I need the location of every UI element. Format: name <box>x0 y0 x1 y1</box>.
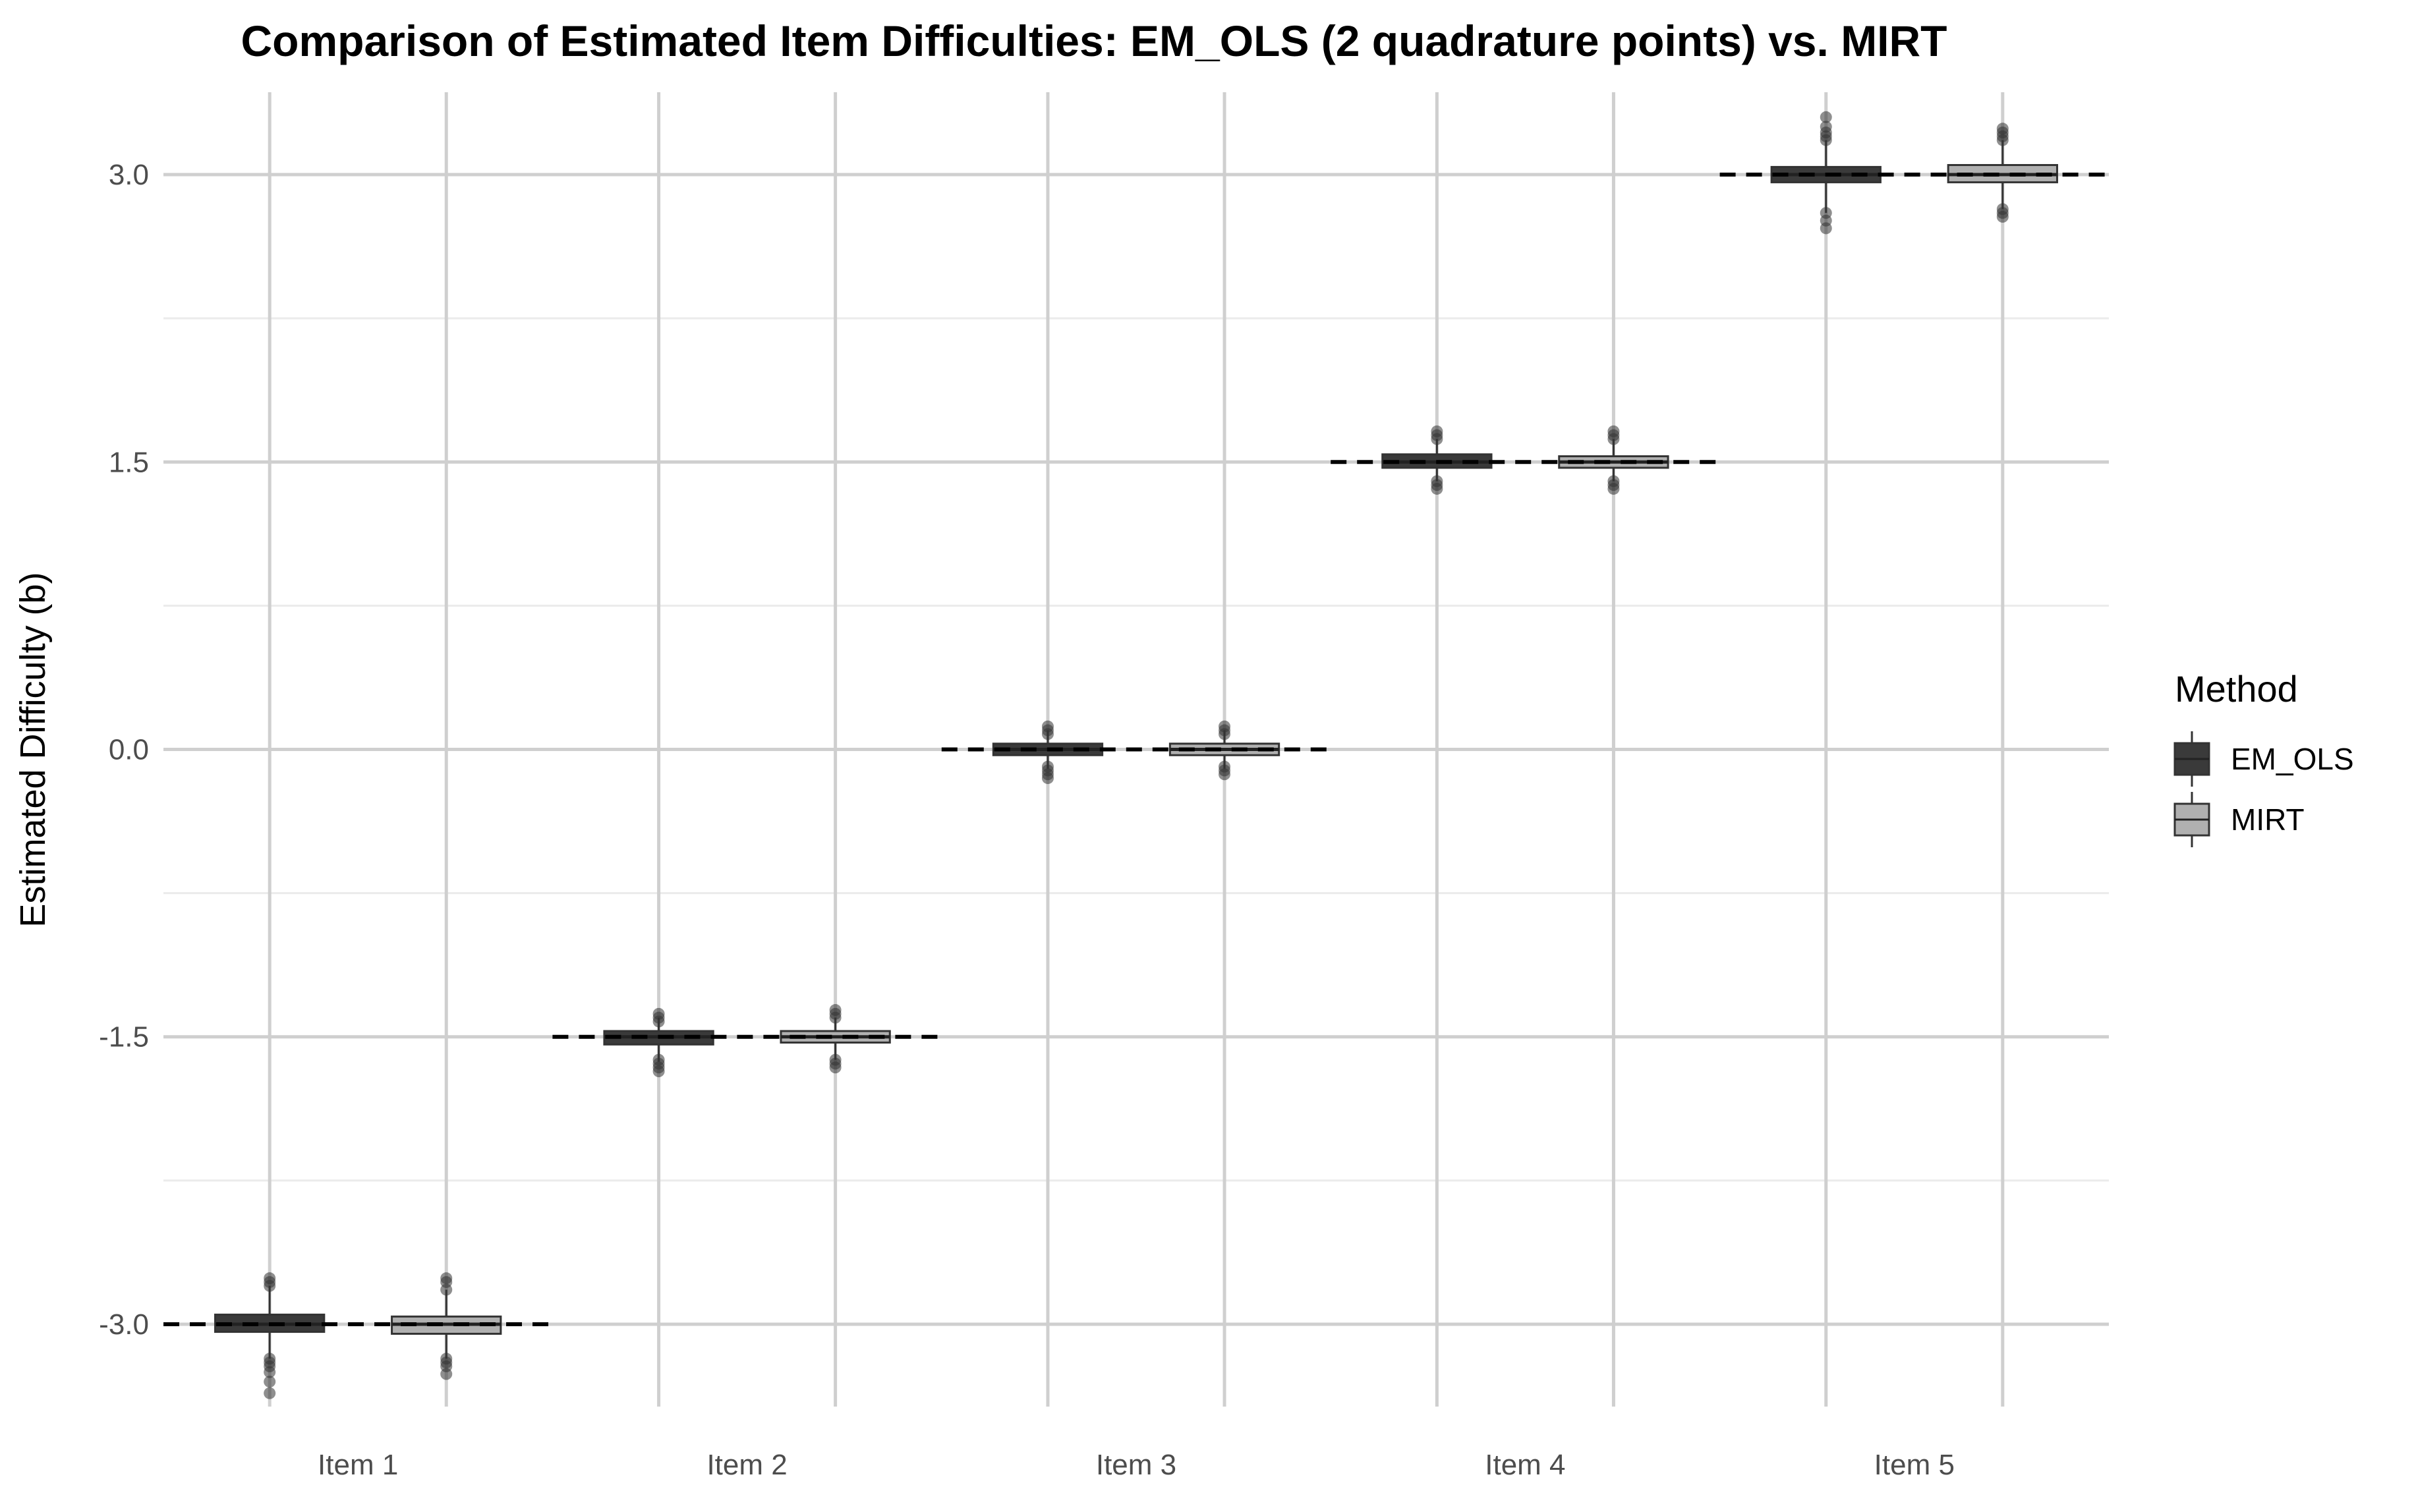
outlier-point <box>1219 720 1231 733</box>
x-tick-label: Item 1 <box>318 1449 398 1481</box>
box-em-ols <box>603 1007 714 1078</box>
y-axis-title: Estimated Difficulty (b) <box>13 572 53 927</box>
box-mirt <box>1558 425 1669 495</box>
outlier-point <box>1996 123 2009 135</box>
outlier-point <box>1431 425 1443 437</box>
outlier-point <box>440 1368 453 1380</box>
chart-title: Comparison of Estimated Item Difficultie… <box>241 16 1947 65</box>
x-tick-label: Item 5 <box>1874 1449 1955 1481</box>
box-em-ols <box>214 1272 326 1399</box>
box-em-ols <box>992 720 1104 785</box>
outlier-point <box>1431 482 1443 495</box>
outlier-point <box>1607 482 1620 495</box>
x-tick-label: Item 3 <box>1096 1449 1176 1481</box>
y-tick-label: -3.0 <box>99 1308 149 1341</box>
legend-title: Method <box>2175 668 2298 710</box>
true-value-lines <box>163 173 2109 1326</box>
outlier-point <box>1820 111 1832 123</box>
outlier-point <box>652 1065 665 1078</box>
outlier-point <box>264 1387 276 1399</box>
outlier-point <box>1041 720 1054 733</box>
outlier-point <box>1607 425 1620 437</box>
outlier-point <box>1219 768 1231 781</box>
x-tick-label: Item 4 <box>1485 1449 1565 1481</box>
y-tick-label: -1.5 <box>99 1021 149 1053</box>
y-tick-label: 1.5 <box>109 446 149 478</box>
box-mirt <box>780 1004 891 1074</box>
x-tick-label: Item 2 <box>706 1449 787 1481</box>
outlier-point <box>1041 772 1054 785</box>
outlier-point <box>1996 211 2009 223</box>
outlier-point <box>829 1061 842 1074</box>
outlier-point <box>264 1279 276 1292</box>
outlier-point <box>1820 121 1832 133</box>
legend-label: EM_OLS <box>2231 742 2354 776</box>
legend-item: MIRT <box>2173 792 2305 847</box>
x-tick-labels: Item 1 Item 2 Item 3 Item 4 Item 5 <box>318 1449 1955 1481</box>
box-marks <box>214 111 2058 1399</box>
legend-label: MIRT <box>2231 802 2305 837</box>
outlier-point <box>1820 222 1832 235</box>
outlier-point <box>440 1283 453 1296</box>
outlier-point <box>264 1366 276 1378</box>
legend-item: EM_OLS <box>2173 731 2354 787</box>
y-tick-label: 3.0 <box>109 159 149 191</box>
y-tick-labels: -3.0 -1.5 0.0 1.5 3.0 <box>99 159 149 1341</box>
outlier-point <box>264 1376 276 1388</box>
outlier-point <box>829 1011 842 1024</box>
legend: Method EM_OLS MIRT <box>2173 668 2354 847</box>
outlier-point <box>652 1015 665 1028</box>
y-tick-label: 0.0 <box>109 734 149 766</box>
